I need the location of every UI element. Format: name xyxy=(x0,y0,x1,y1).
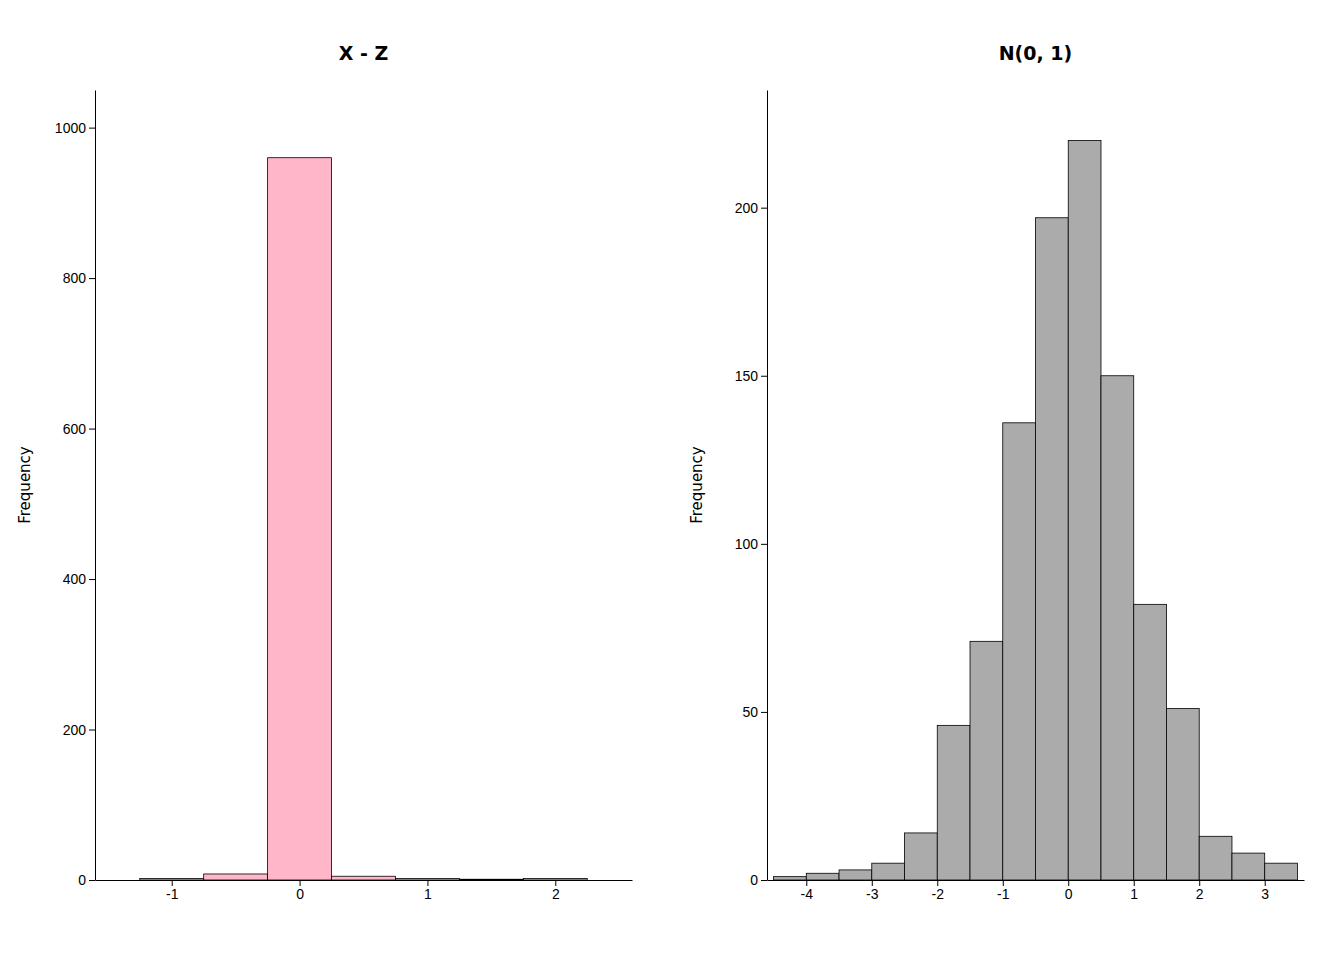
histogram-bar xyxy=(1003,423,1036,880)
tick-label: 400 xyxy=(63,571,87,587)
histogram-bar xyxy=(872,863,905,880)
histogram-bar xyxy=(1265,863,1298,880)
axis-line xyxy=(767,91,768,881)
y-axis: 0 200 400 600 800 1000 xyxy=(55,91,96,888)
tick-label: 1000 xyxy=(55,120,86,136)
tick-mark xyxy=(89,429,95,430)
tick-label: -1 xyxy=(166,886,179,902)
tick-mark xyxy=(89,579,95,580)
histogram-bar xyxy=(459,879,523,880)
chart-canvas: -101202004006008001000X - ZFrequency-4-3… xyxy=(0,0,1344,960)
tick-label: 0 xyxy=(750,872,758,888)
tick-label: 1 xyxy=(424,886,432,902)
histogram-bar xyxy=(839,870,872,880)
tick: 200 xyxy=(735,200,767,216)
tick-label: 50 xyxy=(742,704,758,720)
tick-label: 100 xyxy=(735,536,759,552)
tick: 0 xyxy=(296,880,304,902)
tick-label: 2 xyxy=(1196,886,1204,902)
tick-label: 200 xyxy=(63,722,87,738)
bars xyxy=(140,158,588,880)
histogram-bar xyxy=(523,878,587,880)
tick: 2 xyxy=(1196,880,1204,902)
tick: 1 xyxy=(1130,880,1138,902)
tick-label: 2 xyxy=(552,886,560,902)
histogram-bar xyxy=(937,725,970,880)
tick-mark xyxy=(89,128,95,129)
tick-mark xyxy=(761,544,767,545)
y-axis: 0 50 100 150 200 xyxy=(735,91,768,888)
histogram-bar xyxy=(1068,140,1101,880)
tick-mark xyxy=(761,208,767,209)
tick: -2 xyxy=(932,880,945,902)
tick: 3 xyxy=(1261,880,1269,902)
tick: 150 xyxy=(735,368,767,384)
axis-line xyxy=(768,880,1305,881)
histogram-bar xyxy=(774,877,807,880)
y-axis-title: Frequency xyxy=(688,446,706,524)
tick: 100 xyxy=(735,536,767,552)
histogram-bar xyxy=(332,876,396,880)
tick: 200 xyxy=(63,722,95,738)
histogram-bar xyxy=(1166,709,1199,880)
histogram-bar xyxy=(806,873,839,880)
y-axis-title: Frequency xyxy=(16,446,34,524)
tick-label: 800 xyxy=(63,270,87,286)
tick: 0 xyxy=(1065,880,1073,902)
tick: 600 xyxy=(63,421,95,437)
tick: -4 xyxy=(801,880,814,902)
tick-mark xyxy=(761,880,767,881)
histogram-bar xyxy=(1134,604,1167,880)
tick-mark xyxy=(761,712,767,713)
histogram-bar xyxy=(204,874,268,880)
tick: 50 xyxy=(742,704,767,720)
panel: -4 -3 -2 -1 0 1 2 3 0 50 100 150 200 N(0, 1) Frequency xyxy=(688,42,1305,902)
tick: 2 xyxy=(552,880,560,902)
tick-mark xyxy=(89,880,95,881)
histogram-bar xyxy=(140,878,204,880)
tick: -3 xyxy=(866,880,879,902)
tick-label: 200 xyxy=(735,200,759,216)
tick-label: 1 xyxy=(1130,886,1138,902)
histogram-bar xyxy=(1199,836,1232,880)
histogram-bar xyxy=(905,833,938,880)
tick-label: 0 xyxy=(296,886,304,902)
x-axis: -1 0 1 2 xyxy=(96,880,633,902)
histogram-bar xyxy=(395,878,459,880)
tick-label: -4 xyxy=(801,886,814,902)
histogram-bar xyxy=(1232,853,1265,880)
tick: 800 xyxy=(63,270,95,286)
tick-label: 3 xyxy=(1261,886,1269,902)
tick: 1000 xyxy=(55,120,95,136)
chart-title: X - Z xyxy=(339,42,389,64)
axis-line xyxy=(96,880,633,881)
tick-mark xyxy=(89,278,95,279)
histogram-bar xyxy=(1101,376,1134,880)
tick-label: 0 xyxy=(78,872,86,888)
histogram-bar xyxy=(1036,218,1069,880)
tick-mark xyxy=(89,730,95,731)
chart-title: N(0, 1) xyxy=(999,42,1073,64)
tick-label: 150 xyxy=(735,368,759,384)
tick-label: 600 xyxy=(63,421,87,437)
histogram-bar xyxy=(970,641,1003,880)
tick: 400 xyxy=(63,571,95,587)
tick: 0 xyxy=(750,872,767,888)
tick: 1 xyxy=(424,880,432,902)
tick-label: 0 xyxy=(1065,886,1073,902)
tick-mark xyxy=(761,376,767,377)
tick: -1 xyxy=(997,880,1010,902)
x-axis: -4 -3 -2 -1 0 1 2 3 xyxy=(768,880,1305,902)
tick-label: -1 xyxy=(997,886,1010,902)
tick: 0 xyxy=(78,872,95,888)
histogram-bar xyxy=(268,158,332,880)
tick: -1 xyxy=(166,880,179,902)
axis-line xyxy=(95,91,96,881)
tick-label: -2 xyxy=(932,886,945,902)
panel: -1 0 1 2 0 200 400 600 800 1000 X - Z Frequency xyxy=(16,42,633,902)
bars xyxy=(774,140,1298,880)
tick-label: -3 xyxy=(866,886,879,902)
